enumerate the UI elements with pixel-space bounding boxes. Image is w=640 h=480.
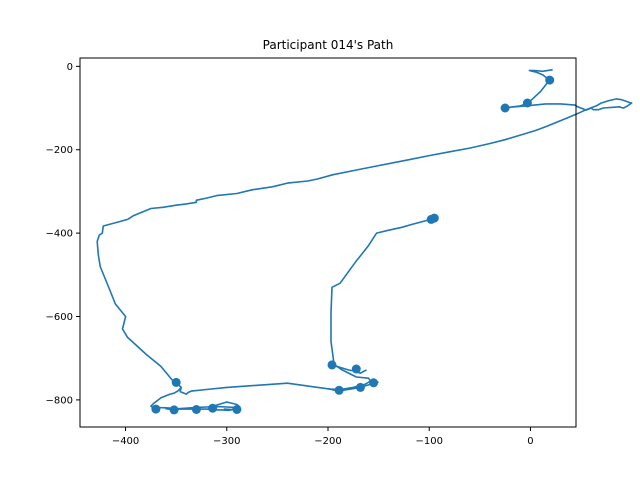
y-tick-label: −600 <box>46 312 73 323</box>
x-axis: −400 −300 −200 −100 0 <box>112 427 534 447</box>
y-axis: 0 −200 −400 −600 −800 <box>46 62 80 406</box>
path-marker <box>522 98 532 108</box>
path-marker <box>151 404 161 414</box>
path-marker <box>500 103 510 113</box>
x-tick-label: −400 <box>112 436 139 447</box>
path-marker <box>545 75 555 85</box>
path-marker <box>351 364 361 374</box>
path-marker <box>327 360 337 370</box>
path-marker <box>169 405 179 415</box>
path-marker <box>334 385 344 395</box>
plot-area <box>96 68 633 415</box>
x-tick-label: −200 <box>314 436 341 447</box>
x-tick-label: −100 <box>415 436 442 447</box>
x-tick-label: −300 <box>213 436 240 447</box>
path-marker <box>208 403 218 413</box>
path-marker <box>191 405 201 414</box>
x-tick-label: 0 <box>527 436 533 447</box>
y-tick-label: −200 <box>46 145 73 156</box>
path-marker <box>171 377 181 387</box>
path-marker <box>355 382 365 392</box>
path-marker <box>232 405 242 414</box>
path-marker <box>426 214 436 224</box>
y-tick-label: 0 <box>67 62 73 73</box>
path-marker <box>369 378 379 388</box>
y-tick-label: −800 <box>46 395 73 406</box>
y-tick-label: −400 <box>46 229 73 240</box>
chart-title: Participant 014's Path <box>263 38 394 52</box>
